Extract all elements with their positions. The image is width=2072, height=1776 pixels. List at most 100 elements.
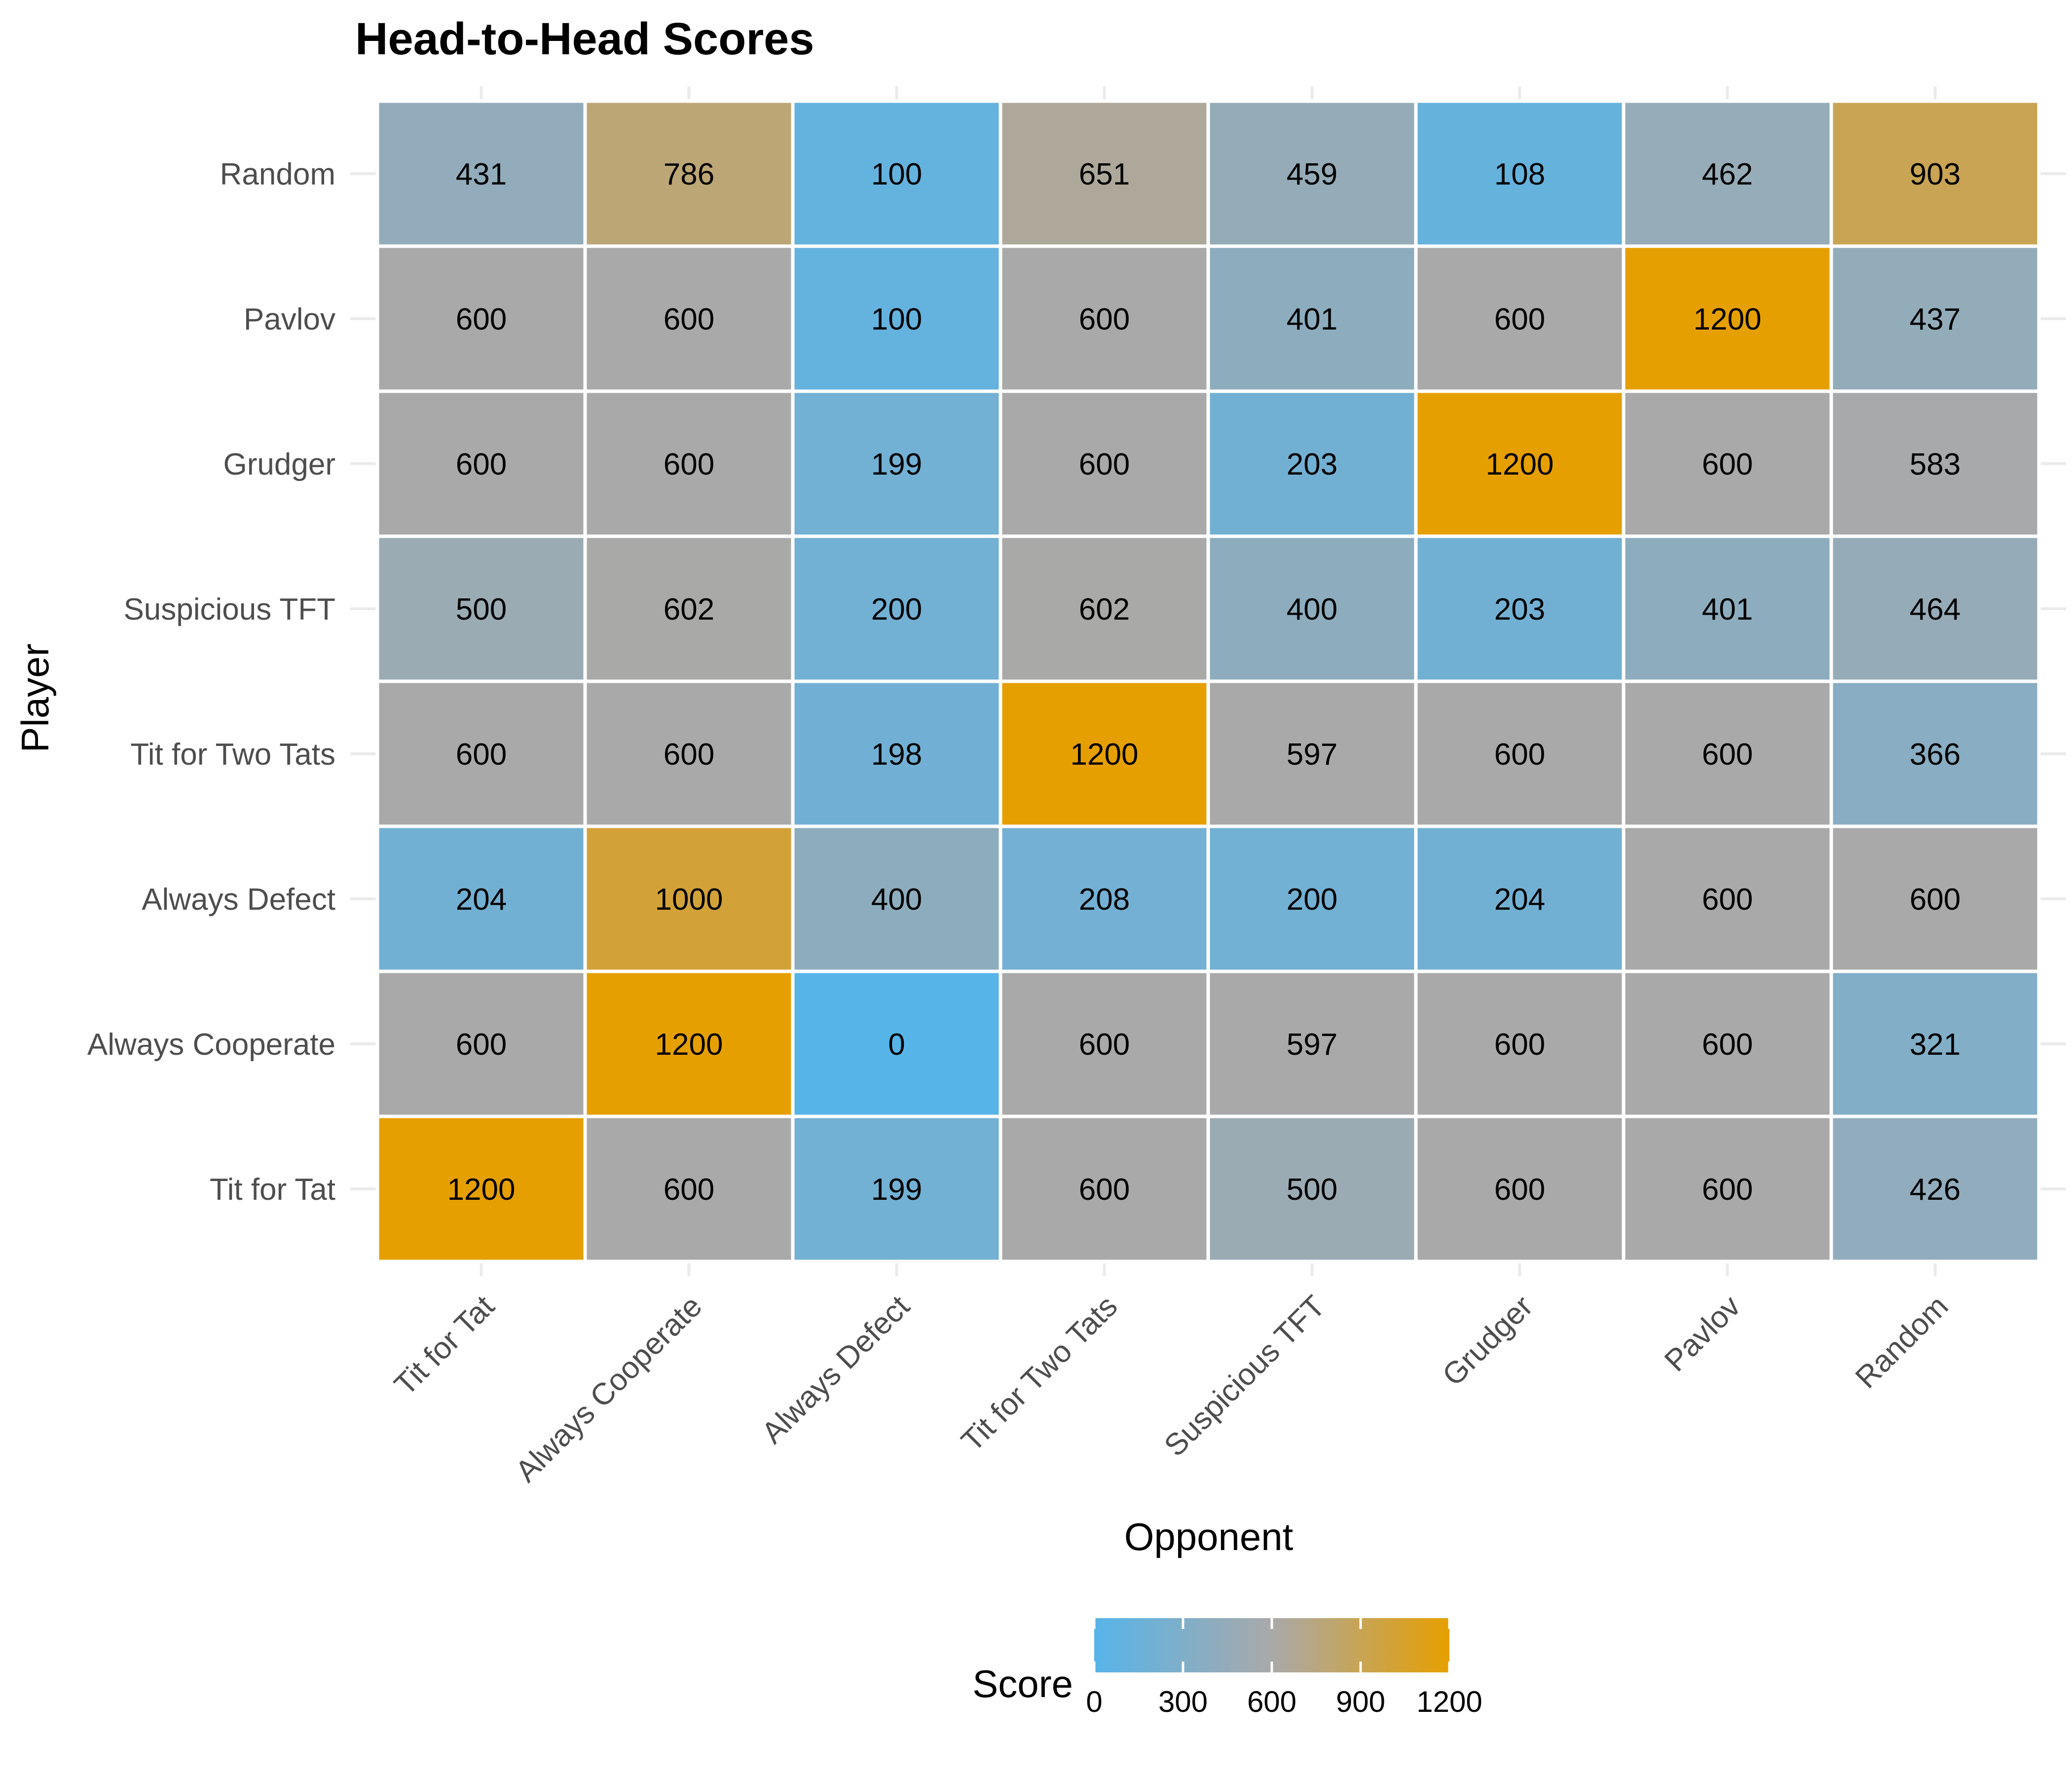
x-tick-label: Always Cooperate [509, 1289, 709, 1489]
cell-value-label: 1200 [447, 1173, 516, 1207]
heatmap-cell [1829, 99, 2041, 248]
heatmap-cell [583, 679, 795, 828]
cell-value-label: 1200 [1694, 302, 1762, 336]
cell-value-label: 208 [1079, 883, 1130, 917]
cell-value-label: 321 [1910, 1028, 1961, 1062]
x-tick-label: Grudger [1436, 1289, 1540, 1393]
cell-value-label: 108 [1494, 157, 1545, 191]
cell-value-label: 500 [1287, 1173, 1337, 1207]
heatmap-cell [999, 389, 1210, 538]
legend-tick-label: 0 [1086, 1685, 1102, 1718]
chart-title: Head-to-Head Scores [355, 14, 814, 64]
cell-value-label: 600 [1702, 447, 1753, 481]
heatmap-cell [583, 534, 795, 683]
cell-value-label: 600 [1702, 1173, 1753, 1207]
y-tick-label: Always Defect [142, 883, 335, 917]
x-axis-ticks: Tit for Tat Always Cooperate Always Defect… [388, 1289, 1955, 1489]
cell-value-label: 431 [456, 157, 507, 191]
cell-value-label: 600 [456, 1028, 507, 1062]
cell-value-label: 198 [871, 738, 922, 772]
heatmap-cell [791, 389, 1002, 538]
cell-value-label: 199 [871, 447, 922, 481]
cell-value-label: 600 [664, 738, 714, 772]
cell-value-label: 1200 [655, 1028, 723, 1062]
cell-value-label: 600 [1910, 883, 1961, 917]
cell-value-label: 600 [456, 302, 507, 336]
heatmap-cell [1414, 969, 1626, 1118]
heatmap-cell [1829, 534, 2041, 683]
heatmap-cell [583, 969, 795, 1118]
cell-value-label: 0 [888, 1028, 905, 1062]
cell-value-label: 786 [664, 157, 714, 191]
cell-value-label: 903 [1910, 157, 1961, 191]
x-tick-label: Tit for Tat [388, 1289, 501, 1402]
legend-ticks: 0 300 600 900 1200 [1086, 1618, 1482, 1718]
heatmap-cell [1622, 969, 1833, 1118]
y-tick-label: Random [220, 157, 335, 191]
color-legend: Score 0 300 600 900 1200 [972, 1618, 1482, 1718]
x-axis-title: Opponent [1124, 1515, 1294, 1558]
cell-value-label: 600 [664, 1173, 714, 1207]
cell-value-label: 400 [1287, 592, 1337, 627]
y-tick-label: Tit for Two Tats [130, 738, 335, 772]
heatmap-cell [583, 244, 795, 393]
cell-value-label: 600 [456, 447, 507, 481]
cell-value-label: 600 [456, 738, 507, 772]
legend-tick-label: 900 [1336, 1685, 1385, 1718]
cell-value-label: 602 [664, 592, 714, 627]
heatmap-cell [1414, 99, 1626, 248]
cell-value-label: 199 [871, 1173, 922, 1207]
heatmap-cell [791, 1114, 1002, 1263]
y-tick-label: Grudger [223, 447, 335, 481]
legend-title: Score [972, 1662, 1073, 1705]
cell-value-label: 462 [1702, 157, 1753, 191]
heatmap-cell [1206, 969, 1418, 1118]
heatmap-cell [1622, 389, 1833, 538]
heatmap-cell [1829, 244, 2041, 393]
x-tick-label: Pavlov [1658, 1289, 1747, 1378]
heatmap-cell [1206, 824, 1418, 973]
heatmap-cell [791, 244, 1002, 393]
heatmap-cell [1414, 679, 1626, 828]
cell-value-label: 600 [664, 302, 714, 336]
cell-value-label: 500 [456, 592, 507, 627]
heatmap-cell [999, 969, 1210, 1118]
cell-value-label: 200 [1287, 883, 1337, 917]
cell-value-label: 597 [1287, 738, 1337, 772]
heatmap-cell [999, 99, 1210, 248]
cell-value-label: 600 [1494, 302, 1545, 336]
legend-tick-label: 600 [1247, 1685, 1296, 1718]
cell-value-label: 600 [1702, 1028, 1753, 1062]
heatmap-cell [1622, 824, 1833, 973]
cell-value-label: 459 [1287, 157, 1337, 191]
y-axis-title: Player [13, 643, 57, 752]
heatmap-cell [1206, 389, 1418, 538]
y-axis-ticks: Tit for Tat Always Cooperate Always Defect… [87, 157, 335, 1207]
x-tick-label: Suspicious TFT [1158, 1289, 1332, 1463]
cell-value-label: 651 [1079, 157, 1130, 191]
cell-value-label: 583 [1910, 447, 1961, 481]
cell-value-label: 600 [1079, 1173, 1130, 1207]
heatmap-cell [1206, 244, 1418, 393]
cell-value-label: 600 [1079, 447, 1130, 481]
cell-value-label: 600 [1494, 738, 1545, 772]
cell-value-label: 600 [1494, 1028, 1545, 1062]
cell-value-label: 200 [871, 592, 922, 627]
heatmap-cell [375, 969, 587, 1118]
cell-value-label: 1000 [655, 883, 723, 917]
y-tick-label: Pavlov [244, 302, 335, 336]
heatmap-tiles [375, 99, 2041, 1263]
cell-value-label: 1200 [1486, 447, 1554, 481]
heatmap-cell [1829, 969, 2041, 1118]
heatmap-cell [1829, 1114, 2041, 1263]
heatmap-cell [375, 1114, 587, 1263]
heatmap-cell [583, 1114, 795, 1263]
cell-value-label: 426 [1910, 1173, 1961, 1207]
cell-value-label: 437 [1910, 302, 1961, 336]
heatmap-cell [999, 679, 1210, 828]
heatmap-cell [1829, 679, 2041, 828]
heatmap-cell [791, 99, 1002, 248]
cell-value-label: 400 [871, 883, 922, 917]
x-tick-label: Always Defect [755, 1289, 917, 1450]
